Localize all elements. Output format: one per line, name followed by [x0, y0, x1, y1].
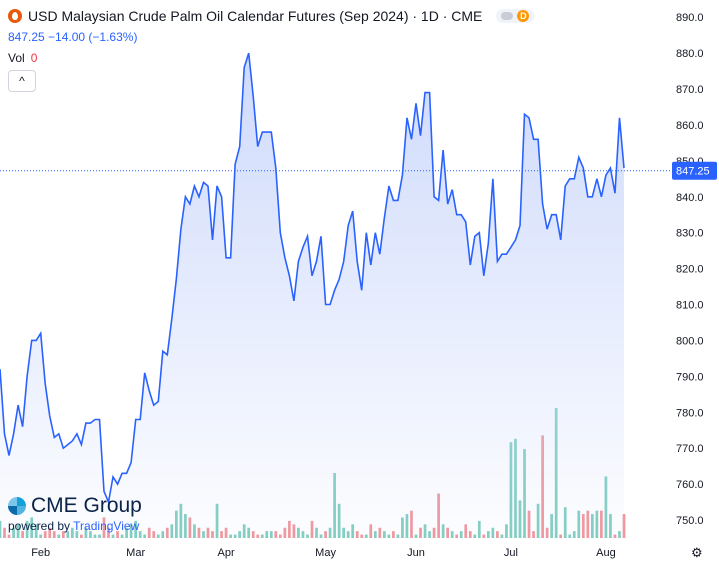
y-tick-label: 780.0 — [676, 407, 704, 419]
last-price-tag — [672, 161, 717, 180]
y-tick-label: 890.0 — [676, 12, 704, 24]
volume-value: 0 — [30, 51, 38, 65]
x-tick-label: Apr — [218, 547, 235, 559]
price-change: 847.25 −14.00 (−1.63%) — [8, 30, 138, 44]
y-tick-label: 810.0 — [676, 300, 704, 312]
cme-globe-icon — [8, 497, 26, 515]
x-tick-label: Jun — [407, 547, 425, 559]
y-tick-label: 880.0 — [676, 48, 704, 60]
settings-gear-icon[interactable]: ⚙ — [691, 545, 703, 560]
powered-by-label: powered by — [8, 519, 71, 533]
y-tick-label: 820.0 — [676, 264, 704, 276]
price-area — [0, 53, 624, 538]
y-tick-label: 750.0 — [676, 515, 704, 527]
toggle-icon — [501, 12, 514, 20]
volume-label: Vol — [8, 51, 25, 65]
symbol-title[interactable]: USD Malaysian Crude Palm Oil Calendar Fu… — [28, 8, 483, 24]
y-tick-label: 860.0 — [676, 120, 704, 132]
last-price-label: 847.25 — [676, 166, 710, 178]
delayed-badge: D — [517, 10, 530, 22]
y-tick-label: 770.0 — [676, 443, 704, 455]
market-status-pill[interactable]: D — [496, 9, 535, 23]
y-tick-label: 870.0 — [676, 84, 704, 96]
cme-logo-text: CME Group — [31, 494, 142, 517]
y-tick-label: 830.0 — [676, 228, 704, 240]
volume-legend: Vol 0 — [8, 51, 37, 65]
collapse-button[interactable]: ^ — [8, 70, 36, 92]
x-tick-label: Jul — [504, 547, 518, 559]
flame-icon — [8, 9, 22, 23]
y-tick-label: 800.0 — [676, 335, 704, 347]
y-tick-label: 790.0 — [676, 371, 704, 383]
tradingview-link[interactable]: TradingView — [73, 519, 140, 533]
price-line — [0, 52, 625, 505]
x-tick-label: May — [315, 547, 336, 559]
chart-header: USD Malaysian Crude Palm Oil Calendar Fu… — [8, 8, 535, 24]
y-tick-label: 840.0 — [676, 192, 704, 204]
x-tick-label: Feb — [31, 547, 50, 559]
branding: CME Group powered by TradingView — [8, 494, 142, 533]
x-tick-label: Aug — [596, 547, 616, 559]
y-tick-label: 760.0 — [676, 479, 704, 491]
x-tick-label: Mar — [126, 547, 145, 559]
